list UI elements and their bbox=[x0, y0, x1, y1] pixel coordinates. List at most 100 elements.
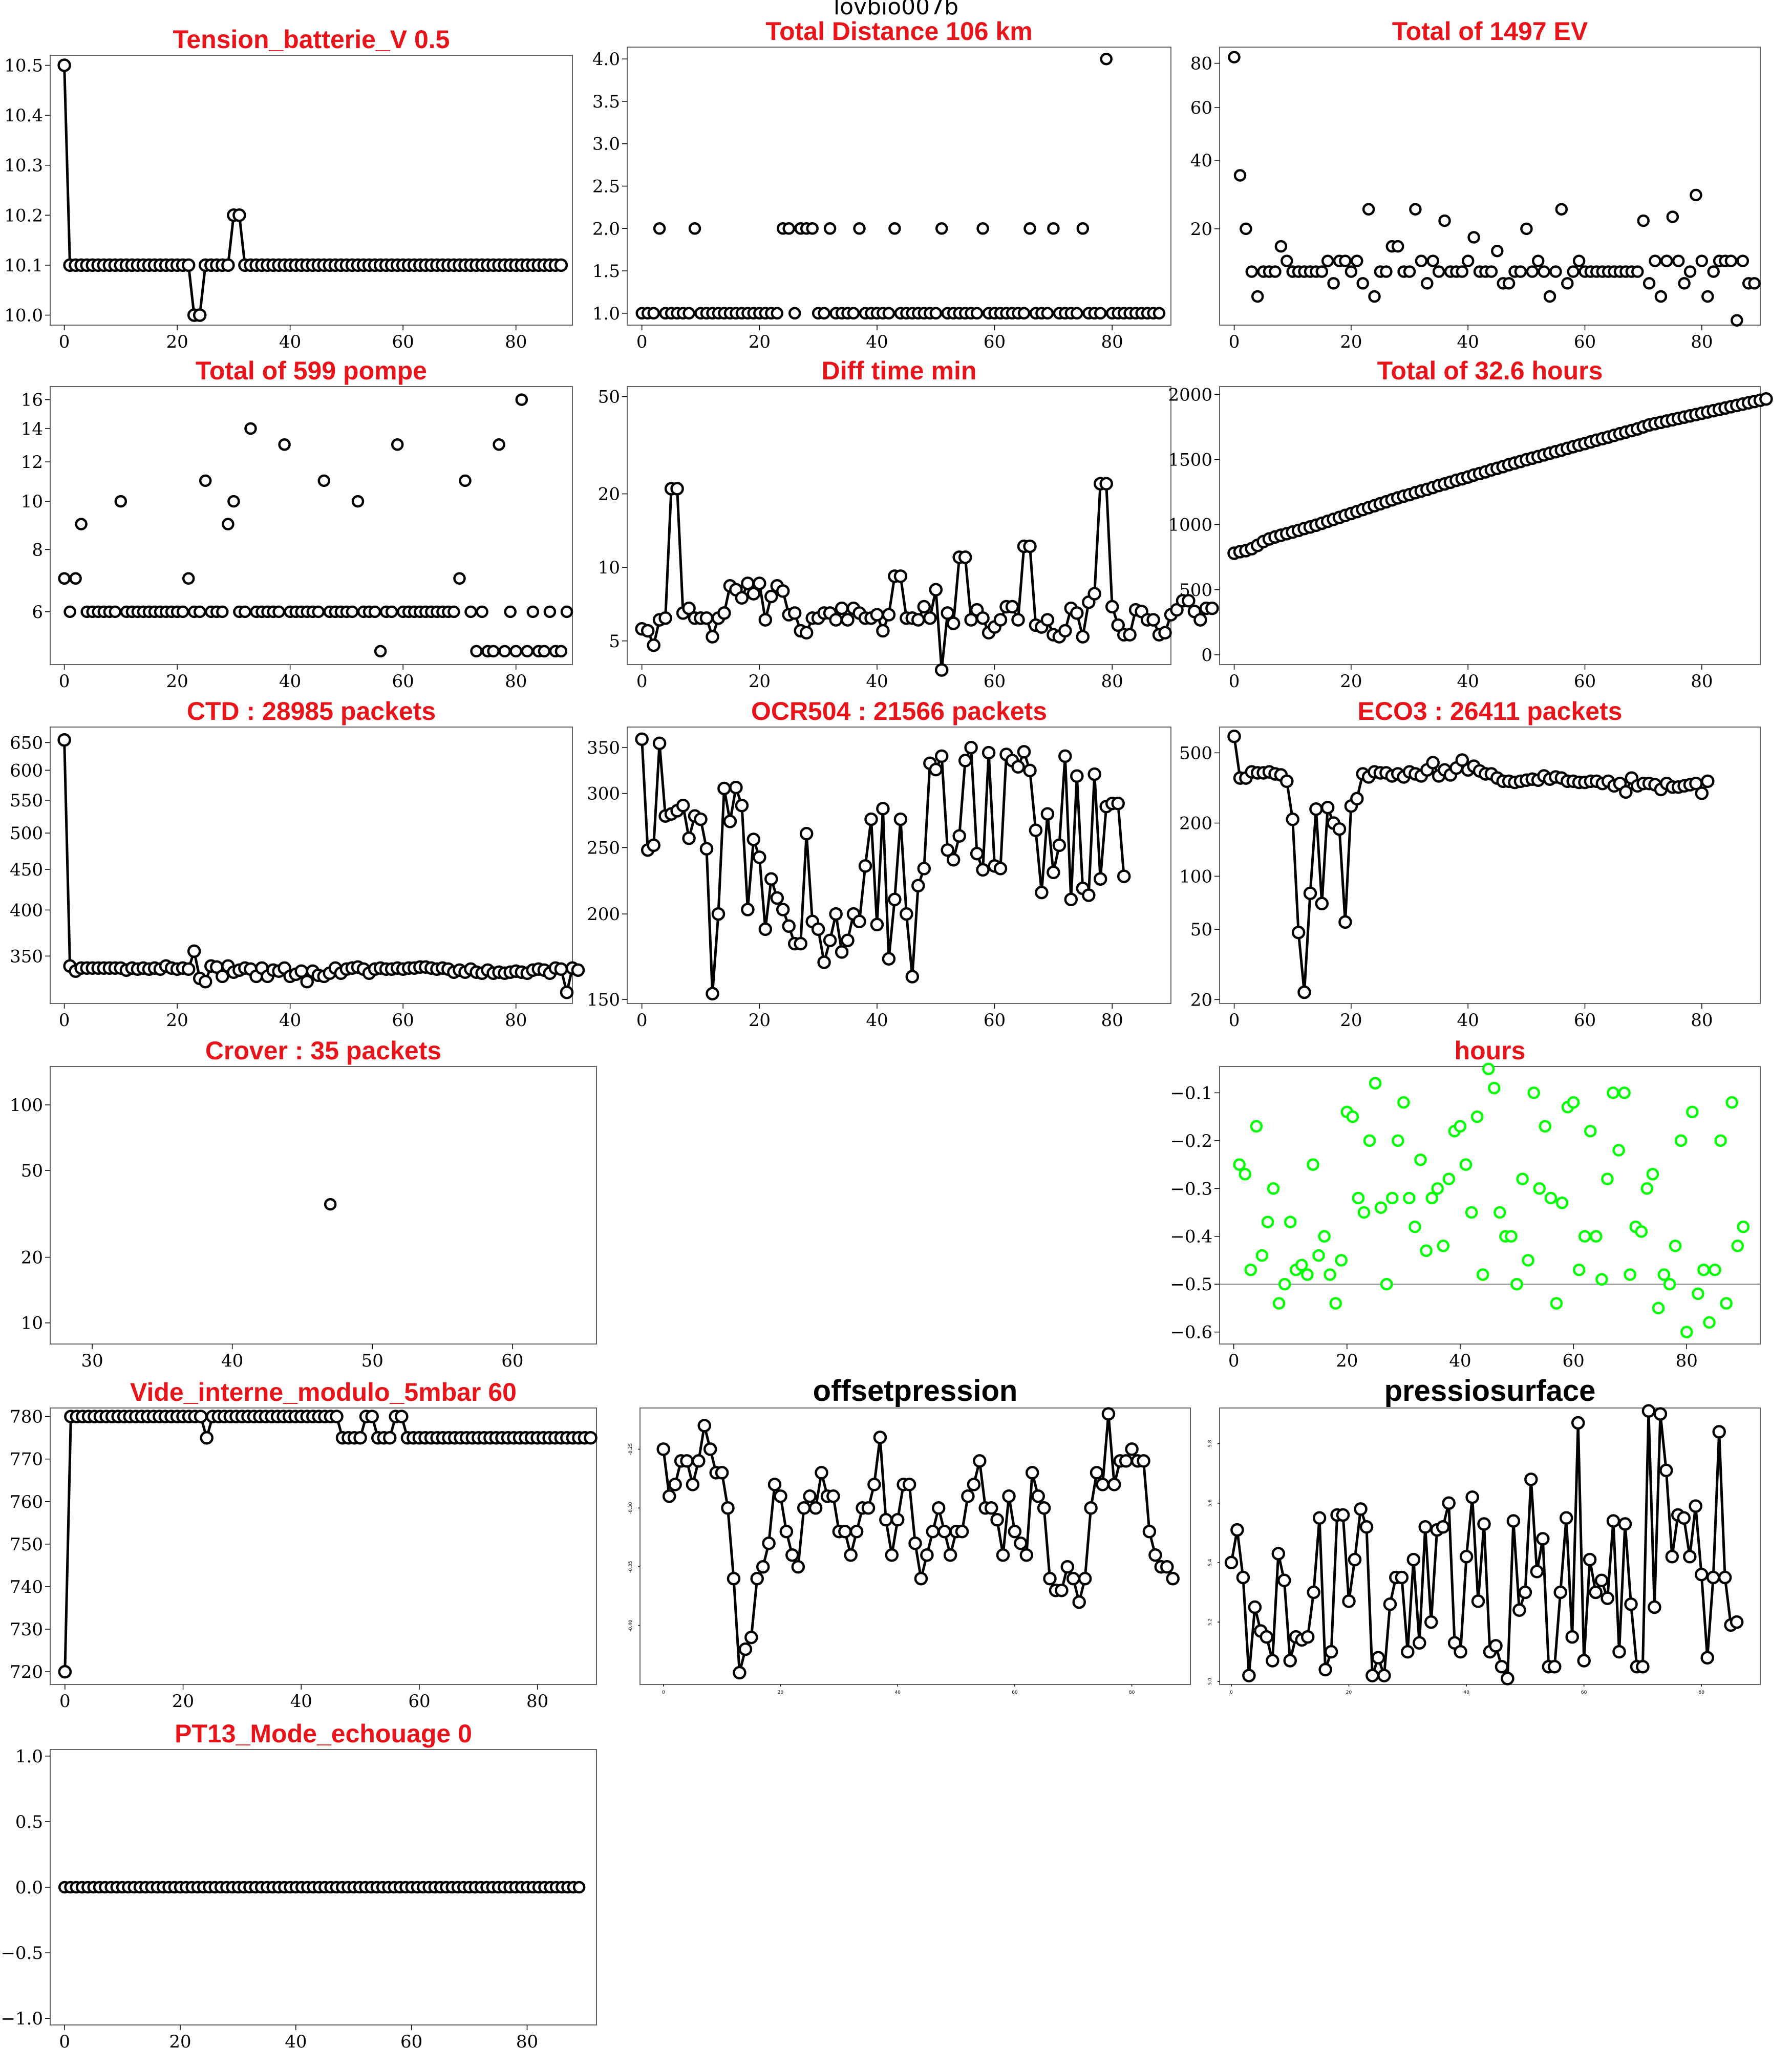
y-tick-label: −1.0 bbox=[1, 2009, 43, 2029]
x-tick-label: 80 bbox=[505, 671, 527, 692]
y-tick-label: 12 bbox=[21, 452, 43, 473]
data-point bbox=[1250, 1120, 1263, 1133]
data-point bbox=[1524, 1473, 1538, 1486]
data-point bbox=[1653, 1407, 1668, 1421]
data-point bbox=[1572, 254, 1586, 267]
data-point bbox=[794, 936, 807, 951]
x-tick-label: 60 bbox=[1562, 1351, 1584, 1371]
data-point bbox=[1303, 886, 1317, 901]
data-point bbox=[1295, 1258, 1308, 1272]
x-tick-label: 40 bbox=[285, 2032, 307, 2048]
data-point bbox=[1690, 188, 1702, 202]
data-point bbox=[1425, 1191, 1438, 1205]
chart-panel: CTD : 28985 packets 0 20 40 60 80 350 400 450 500… bbox=[10, 697, 585, 1031]
data-point bbox=[733, 1666, 746, 1680]
y-tick-label: 200 bbox=[1179, 814, 1212, 834]
chart-panel: Tension_batterie_V 0.5 0 20 40 60 80 10.0 10.1 1… bbox=[4, 25, 573, 352]
data-point bbox=[806, 222, 819, 235]
data-point bbox=[353, 1431, 367, 1445]
data-point bbox=[923, 611, 937, 625]
data-point bbox=[1099, 477, 1113, 491]
panels: Tension_batterie_V 0.50 20 40 60 8010.010.11… bbox=[1, 17, 1773, 2048]
data-point bbox=[946, 616, 961, 630]
data-point bbox=[1369, 1077, 1382, 1090]
x-tick-label: 40 bbox=[894, 1690, 901, 1695]
data-point bbox=[658, 611, 672, 625]
data-point bbox=[929, 762, 943, 777]
data-point bbox=[782, 919, 796, 933]
y-tick-label: 730 bbox=[10, 1619, 43, 1640]
data-point bbox=[1403, 1191, 1416, 1205]
data-point bbox=[1386, 1191, 1399, 1205]
data-point bbox=[811, 922, 825, 936]
data-point bbox=[1701, 290, 1714, 303]
data-point bbox=[1123, 628, 1137, 642]
data-point bbox=[762, 1537, 776, 1550]
data-point bbox=[1327, 277, 1340, 290]
data-point bbox=[1683, 1550, 1697, 1564]
data-point bbox=[1029, 823, 1043, 837]
data-point bbox=[1731, 314, 1743, 327]
x-tick-label: 0 bbox=[662, 1690, 665, 1695]
data-point bbox=[560, 986, 574, 999]
data-point bbox=[1283, 1654, 1297, 1668]
data-point bbox=[1153, 307, 1166, 320]
data-point bbox=[799, 827, 814, 841]
data-point bbox=[1501, 1672, 1514, 1686]
data-point bbox=[1442, 1496, 1456, 1510]
plot-frame bbox=[627, 386, 1171, 665]
x-tick-label: 20 bbox=[166, 1010, 188, 1031]
data-point bbox=[1482, 1062, 1495, 1075]
y-tick-label: 5.4 bbox=[1208, 1559, 1213, 1567]
y-tick-label: 10.4 bbox=[4, 105, 43, 126]
data-point bbox=[1536, 1532, 1550, 1546]
data-point bbox=[917, 862, 931, 876]
data-point bbox=[1111, 618, 1125, 632]
data-point bbox=[771, 307, 784, 320]
data-point bbox=[1669, 1240, 1682, 1252]
data-point bbox=[1674, 1134, 1688, 1147]
data-point bbox=[756, 1560, 770, 1574]
data-point bbox=[911, 613, 925, 627]
y-tick-label: 60 bbox=[1190, 98, 1212, 118]
data-point bbox=[1058, 624, 1072, 638]
data-point bbox=[890, 1513, 905, 1527]
data-point bbox=[1712, 1425, 1726, 1439]
data-point bbox=[941, 843, 954, 857]
data-point bbox=[374, 645, 387, 658]
data-point bbox=[1595, 1273, 1608, 1286]
x-tick-label: 40 bbox=[866, 332, 888, 352]
data-point bbox=[1272, 1297, 1286, 1310]
data-point bbox=[1413, 1636, 1426, 1650]
y-tick-label: 6 bbox=[32, 602, 43, 623]
data-point bbox=[1309, 802, 1323, 816]
data-point bbox=[1495, 1659, 1509, 1674]
data-point bbox=[1277, 1573, 1291, 1588]
y-tick-label: 100 bbox=[1179, 866, 1212, 887]
plot-frame bbox=[1219, 727, 1761, 1004]
data-point bbox=[1383, 1597, 1397, 1611]
y-tick-label: 100 bbox=[10, 1095, 43, 1116]
data-point bbox=[721, 1501, 735, 1515]
plot-frame bbox=[1219, 1066, 1761, 1345]
x-tick-label: 80 bbox=[1101, 671, 1123, 692]
data-point bbox=[1047, 222, 1060, 235]
data-point bbox=[682, 831, 696, 845]
y-tick-label: 40 bbox=[1190, 151, 1212, 171]
data-point bbox=[823, 222, 837, 235]
data-point bbox=[1096, 1478, 1110, 1491]
data-point bbox=[1594, 1573, 1609, 1588]
data-point bbox=[1415, 254, 1428, 267]
data-point bbox=[1548, 1659, 1562, 1674]
chart-panel: hours 0 20 40 60 80 −0.6 −0.5 −0.4 −0.3 −0.2 −0.1 bbox=[1170, 1036, 1761, 1371]
chart-title: OCR504 : 21566 packets bbox=[751, 697, 1047, 726]
data-point bbox=[1649, 254, 1661, 267]
data-point bbox=[958, 754, 972, 767]
data-point bbox=[688, 222, 701, 235]
x-tick-label: 0 bbox=[636, 671, 648, 692]
data-point bbox=[1339, 254, 1352, 267]
data-point bbox=[1601, 1172, 1614, 1185]
data-point bbox=[1485, 265, 1498, 278]
data-point bbox=[1332, 822, 1347, 836]
y-tick-label: 20 bbox=[598, 484, 620, 505]
